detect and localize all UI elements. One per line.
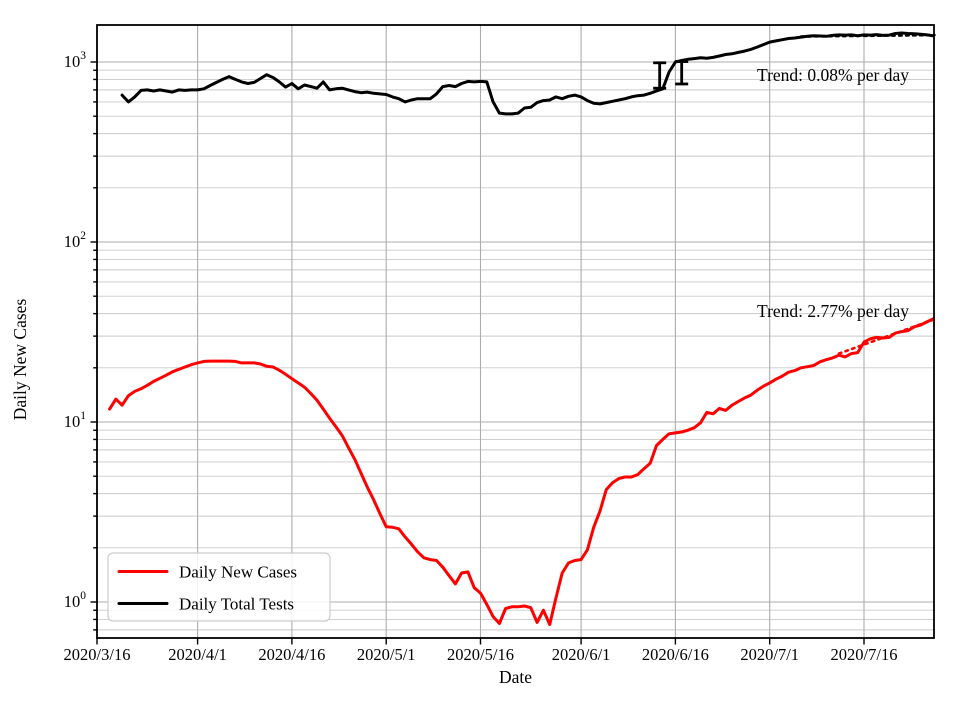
x-tick-label: 2020/4/1	[168, 645, 227, 664]
legend: Daily New Cases Daily Total Tests	[107, 552, 331, 622]
y-axis-label: Daily New Cases	[10, 299, 30, 421]
x-axis-label: Date	[499, 667, 532, 687]
series-daily-total-tests-trend-fit	[799, 33, 936, 38]
y-tick-labels: 100 101 102 103	[64, 50, 87, 611]
axis-ticks	[90, 61, 865, 645]
annotations: Trend: 0.08% per day Trend: 2.77% per day	[757, 65, 909, 321]
y-tick-label: 101	[64, 410, 87, 431]
axes-frame	[96, 24, 935, 639]
series-daily-total-tests	[120, 31, 935, 116]
y-tick-label: 103	[64, 50, 87, 71]
y-tick-label: 100	[64, 590, 87, 611]
x-tick-label: 2020/5/16	[447, 645, 514, 664]
legend-label: Daily New Cases	[179, 563, 297, 582]
legend-label: Daily Total Tests	[179, 595, 294, 614]
trend-annotation: Trend: 0.08% per day	[757, 65, 909, 85]
x-tick-label: 2020/7/16	[831, 645, 898, 664]
y-tick-label: 102	[64, 230, 87, 251]
series-daily-new-cases	[108, 317, 935, 626]
x-tick-label: 2020/3/16	[64, 645, 131, 664]
trend-annotation: Trend: 2.77% per day	[757, 301, 909, 321]
x-tick-label: 2020/4/16	[258, 645, 325, 664]
error-bars	[653, 60, 689, 90]
series-daily-new-cases-trend-fit	[837, 317, 936, 355]
x-tick-label: 2020/6/16	[642, 645, 709, 664]
x-tick-label: 2020/5/1	[357, 645, 416, 664]
x-tick-label: 2020/7/1	[740, 645, 799, 664]
x-tick-label: 2020/6/1	[552, 645, 611, 664]
series-group	[108, 31, 936, 626]
x-tick-labels: 2020/3/16 2020/4/1 2020/4/16 2020/5/1 2020/5…	[64, 645, 898, 664]
